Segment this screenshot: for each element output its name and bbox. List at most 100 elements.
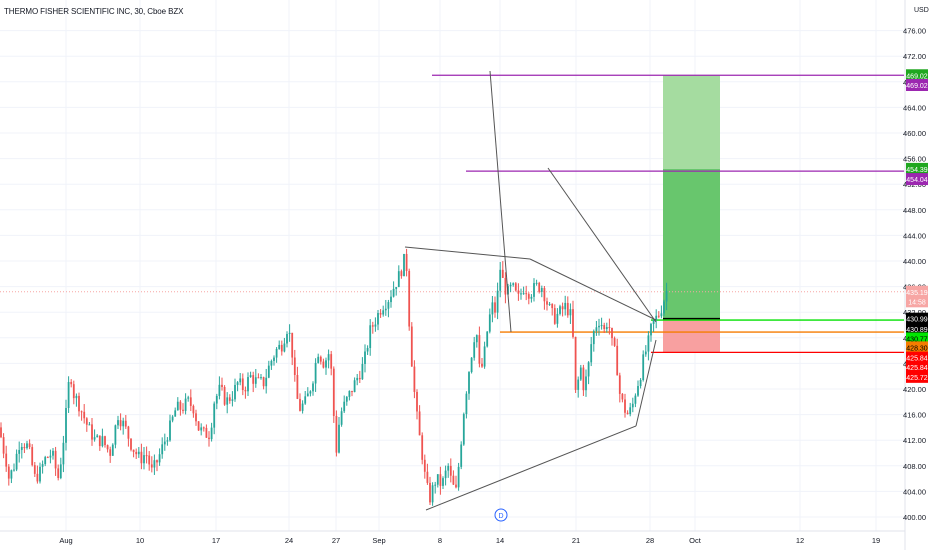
candle-body	[520, 293, 522, 295]
price-badge	[906, 162, 928, 175]
candle-body	[535, 282, 538, 284]
candle-body	[265, 377, 268, 387]
candle-body	[449, 465, 452, 476]
candle-body	[642, 354, 645, 380]
candle-body	[36, 473, 39, 482]
candle-body	[301, 403, 304, 411]
candle-body	[91, 424, 93, 440]
candle-body	[522, 293, 525, 295]
candle-body	[426, 471, 429, 483]
currency-label: USD	[914, 7, 929, 14]
candle-body	[104, 436, 106, 446]
candle-body	[205, 427, 208, 438]
price-badge-label: 454.39	[906, 167, 928, 174]
dividend-marker-label: D	[498, 513, 503, 520]
x-tick-label: 21	[572, 536, 580, 545]
candle-body	[361, 363, 364, 380]
candle-body	[273, 357, 275, 361]
candle-body	[306, 393, 309, 397]
candle-body	[26, 443, 28, 449]
candle-body	[93, 437, 96, 440]
candle-body	[665, 290, 668, 302]
price-badge	[906, 173, 928, 186]
candle-body	[109, 449, 112, 456]
candle-body	[460, 444, 463, 467]
candle-body	[78, 395, 80, 412]
y-tick-label: 472.00	[903, 52, 926, 61]
trend-line	[529, 258, 657, 321]
candle-body	[171, 416, 174, 421]
candle-body	[247, 377, 249, 392]
candle-body	[145, 455, 148, 457]
candle-body	[13, 469, 15, 471]
candle-body	[208, 437, 210, 440]
price-badge-label: 430.77	[906, 336, 928, 343]
candle-body	[114, 425, 117, 445]
candle-body	[364, 351, 366, 364]
candle-body	[587, 362, 590, 377]
trend-line	[489, 70, 512, 333]
candle-body	[608, 327, 611, 329]
candle-body	[598, 325, 600, 328]
candle-body	[226, 397, 229, 405]
candle-body	[335, 415, 338, 453]
target-zone	[663, 168, 720, 319]
candle-body	[33, 465, 36, 474]
candle-body	[478, 335, 481, 364]
candle-body	[374, 324, 377, 327]
candle-body	[254, 377, 257, 384]
candle-body	[509, 284, 512, 287]
candle-body	[657, 315, 660, 317]
candle-body	[418, 411, 421, 436]
candle-body	[566, 302, 569, 316]
price-badge-label: 435.19	[906, 290, 928, 297]
candle-body	[618, 375, 621, 394]
candle-body	[236, 382, 239, 385]
target-zone-upper	[663, 75, 720, 169]
candle-body	[655, 315, 658, 320]
price-badge-label: 425.84	[906, 365, 928, 372]
x-tick-label: 19	[872, 536, 880, 545]
y-tick-label: 404.00	[903, 487, 926, 496]
candle-body	[312, 383, 314, 392]
candle-body	[49, 455, 52, 458]
candle-body	[280, 344, 283, 352]
candle-body	[202, 427, 205, 429]
candle-body	[559, 306, 561, 314]
candle-body	[501, 269, 504, 278]
candle-body	[514, 283, 517, 291]
y-tick-label: 416.00	[903, 411, 926, 420]
candle-body	[650, 323, 652, 336]
candle-body	[117, 420, 119, 426]
candle-body	[215, 395, 218, 404]
candle-body	[499, 269, 502, 291]
price-badge	[906, 295, 928, 308]
candle-body	[486, 331, 489, 347]
candle-body	[564, 302, 567, 310]
candle-body	[278, 344, 281, 349]
price-badge-label: 430.99	[906, 317, 928, 324]
x-tick-label: Oct	[689, 536, 702, 545]
candle-body	[629, 407, 632, 415]
candle-body	[31, 447, 34, 466]
price-badge-label: 454.04	[906, 177, 928, 184]
candle-body	[148, 455, 151, 465]
candle-body	[319, 356, 322, 362]
candle-body	[119, 420, 122, 427]
candle-body	[57, 468, 60, 479]
candle-body	[470, 357, 473, 373]
candle-body	[527, 294, 530, 299]
candle-body	[137, 451, 140, 455]
candle-body	[494, 302, 496, 313]
candle-body	[410, 326, 413, 367]
candle-body	[613, 338, 616, 346]
y-tick-label: 460.00	[903, 129, 926, 138]
candle-body	[244, 390, 247, 392]
candle-body	[122, 420, 125, 427]
candle-body	[322, 361, 325, 368]
candle-body	[639, 379, 642, 387]
candle-body	[413, 366, 416, 392]
candle-body	[530, 296, 533, 299]
candle-body	[592, 331, 595, 345]
